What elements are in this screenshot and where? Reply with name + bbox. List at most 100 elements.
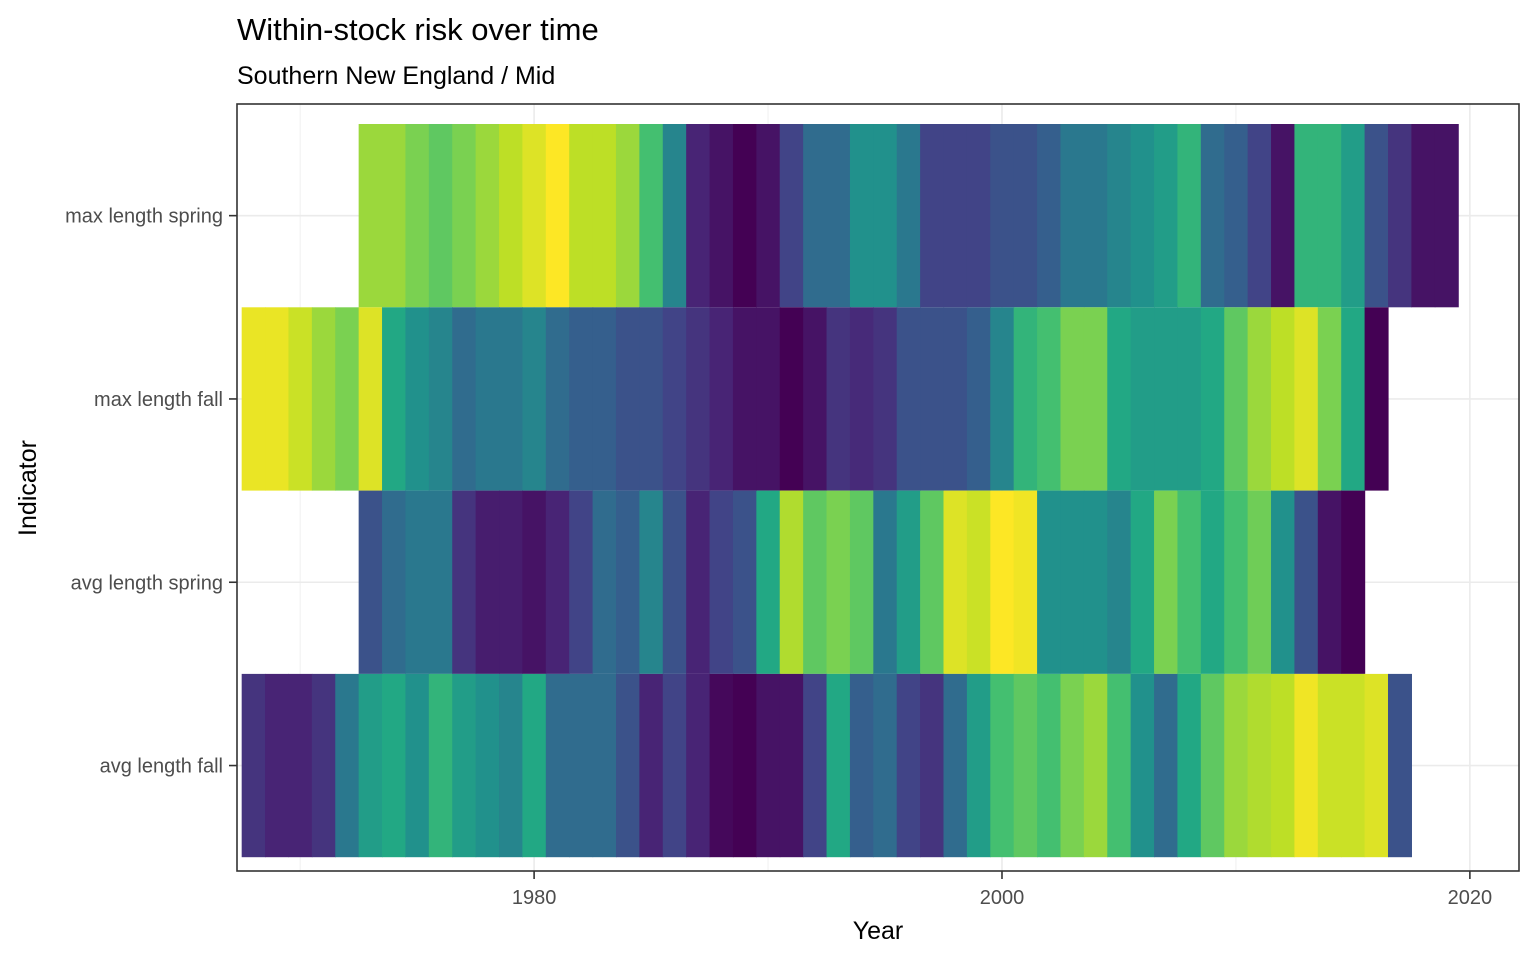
- heatmap-tile: [592, 307, 617, 491]
- heatmap-tile: [545, 673, 570, 858]
- heatmap-tile: [920, 673, 945, 858]
- heatmap-tile: [1294, 307, 1319, 491]
- heatmap-tile: [1060, 307, 1085, 491]
- heatmap-tile: [241, 673, 266, 858]
- heatmap-tile: [756, 124, 781, 308]
- heatmap-tile: [896, 490, 921, 674]
- heatmap-tile: [943, 124, 968, 308]
- heatmap-tile: [1364, 307, 1389, 491]
- heatmap-tile: [686, 673, 711, 858]
- heatmap-tile: [990, 307, 1015, 491]
- x-axis-title: Year: [853, 917, 904, 945]
- heatmap-tile: [1341, 307, 1366, 491]
- heatmap-tile: [639, 673, 664, 858]
- heatmap-tile: [1083, 307, 1108, 491]
- heatmap-tile: [873, 307, 898, 491]
- heatmap-tile: [896, 307, 921, 491]
- heatmap-tile: [1224, 307, 1249, 491]
- heatmap-tile: [615, 673, 640, 858]
- heatmap-tile: [1154, 124, 1179, 308]
- heatmap-tile: [803, 307, 828, 491]
- heatmap-tile: [1200, 124, 1225, 308]
- heatmap-tile: [1013, 673, 1038, 858]
- heatmap-tile: [1317, 124, 1342, 308]
- heatmap-tile: [499, 124, 524, 308]
- y-tick-label: max length spring: [65, 206, 223, 228]
- heatmap-tile: [569, 490, 594, 674]
- heatmap-tile: [873, 490, 898, 674]
- heatmap-tile: [709, 490, 734, 674]
- heatmap-tile: [990, 124, 1015, 308]
- heatmap-tile: [1434, 124, 1459, 308]
- heatmap-tile: [1411, 124, 1436, 308]
- y-tick-label: avg length fall: [100, 756, 223, 778]
- heatmap-tile: [920, 124, 945, 308]
- heatmap-tile: [1387, 673, 1412, 858]
- heatmap-tile: [1130, 673, 1155, 858]
- heatmap-tile: [873, 673, 898, 858]
- x-tick-label: 1980: [512, 887, 557, 909]
- heatmap-tile: [1341, 124, 1366, 308]
- heatmap-tile: [966, 673, 991, 858]
- heatmap-tile: [873, 124, 898, 308]
- heatmap-tile: [405, 124, 430, 308]
- heatmap-tile: [452, 490, 477, 674]
- heatmap-tile: [943, 490, 968, 674]
- heatmap-tile: [1154, 490, 1179, 674]
- heatmap-tile: [592, 124, 617, 308]
- heatmap-tile: [522, 673, 547, 858]
- x-tick-label: 2020: [1448, 887, 1493, 909]
- heatmap-tile: [382, 673, 407, 858]
- heatmap-tile: [522, 490, 547, 674]
- heatmap-tile: [732, 490, 757, 674]
- heatmap-tile: [569, 124, 594, 308]
- heatmap-tile: [803, 673, 828, 858]
- chart-title: Within-stock risk over time: [237, 12, 599, 47]
- heatmap-tile: [452, 673, 477, 858]
- heatmap-tile: [1224, 673, 1249, 858]
- heatmap-tile: [943, 673, 968, 858]
- heatmap-tile: [826, 490, 851, 674]
- heatmap-tile: [1387, 124, 1412, 308]
- heatmap-tile: [779, 307, 804, 491]
- heatmap-tile: [803, 124, 828, 308]
- heatmap-tile: [382, 307, 407, 491]
- heatmap-tile: [1247, 673, 1272, 858]
- heatmap-tile: [1154, 307, 1179, 491]
- heatmap-tile: [545, 124, 570, 308]
- heatmap-tile: [1037, 673, 1062, 858]
- heatmap-tile: [1013, 490, 1038, 674]
- heatmap-tile: [428, 307, 453, 491]
- heatmap-tile: [1364, 673, 1389, 858]
- heatmap-tile: [920, 307, 945, 491]
- heatmap-tile: [1107, 124, 1132, 308]
- heatmap-tile: [849, 124, 874, 308]
- heatmap-tile: [1341, 673, 1366, 858]
- heatmap-tile: [966, 124, 991, 308]
- heatmap-tile: [428, 124, 453, 308]
- heatmap-tile: [1037, 124, 1062, 308]
- heatmap-tile: [639, 124, 664, 308]
- heatmap-tile: [1317, 307, 1342, 491]
- heatmap-tile: [639, 490, 664, 674]
- heatmap-tile: [896, 673, 921, 858]
- heatmap-tile: [452, 307, 477, 491]
- heatmap-tile: [288, 307, 313, 491]
- heatmap-tile: [756, 673, 781, 858]
- heatmap-tile: [1317, 490, 1342, 674]
- heatmap-tile: [686, 307, 711, 491]
- heatmap-tile: [1271, 490, 1296, 674]
- heatmap-tile: [826, 307, 851, 491]
- heatmap-tile: [358, 673, 383, 858]
- heatmap-tile: [662, 124, 687, 308]
- heatmap-tile: [1177, 490, 1202, 674]
- heatmap-tile: [662, 673, 687, 858]
- heatmap-tile: [428, 490, 453, 674]
- heatmap-tile: [1294, 124, 1319, 308]
- heatmap-tile: [311, 307, 336, 491]
- heatmap-tile: [779, 124, 804, 308]
- heatmap-tile: [382, 490, 407, 674]
- heatmap-tile: [966, 307, 991, 491]
- heatmap-tile: [1177, 307, 1202, 491]
